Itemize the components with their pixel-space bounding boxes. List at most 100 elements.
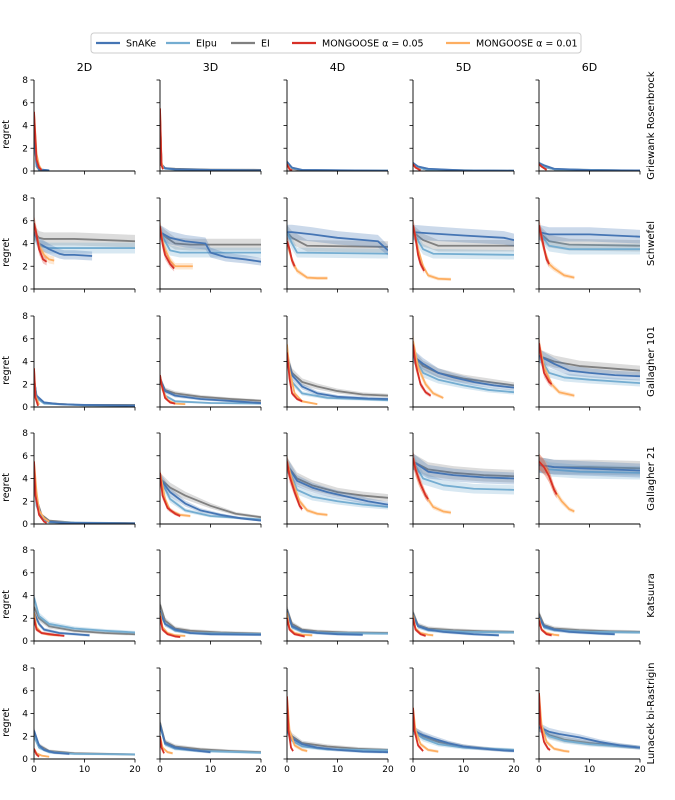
line-ei xyxy=(413,231,514,247)
y-tick-label: 0 xyxy=(22,285,28,295)
y-tick-label: 2 xyxy=(22,497,28,507)
panel-katsuura-6d xyxy=(535,549,641,645)
band-ei xyxy=(287,604,388,635)
series-group xyxy=(539,684,640,754)
line-elpu xyxy=(160,478,261,521)
line-elpu xyxy=(539,355,640,385)
line-m05 xyxy=(413,344,432,397)
line-snake xyxy=(287,161,388,171)
band-snake xyxy=(539,457,640,478)
series-group xyxy=(413,161,514,171)
line-m05 xyxy=(160,472,181,517)
legend-label-ei: EI xyxy=(261,39,270,50)
band-snake xyxy=(34,472,135,524)
series-group xyxy=(287,336,388,406)
band-ei xyxy=(34,374,135,406)
line-elpu xyxy=(413,231,514,256)
series-group xyxy=(34,592,135,638)
band-elpu xyxy=(539,224,640,255)
series-group xyxy=(287,453,388,517)
panel-lunacek-bi-rastrigin-5d: 0 10 20 xyxy=(409,667,520,775)
y-axis-label: regret xyxy=(1,120,12,149)
column-title-2d: 2D xyxy=(77,61,92,74)
legend-item-m05: MONGOOSE α = 0.05 xyxy=(292,39,424,50)
band-ei xyxy=(539,609,640,634)
series-group xyxy=(34,104,50,171)
line-m05 xyxy=(539,460,558,495)
y-tick-label: 0 xyxy=(22,167,28,177)
line-snake xyxy=(539,726,640,749)
y-axis-label: regret xyxy=(1,590,12,619)
line-m05 xyxy=(34,368,39,407)
column-title-5d: 5D xyxy=(456,61,471,74)
line-ei xyxy=(287,231,388,248)
band-elpu xyxy=(413,224,514,260)
line-elpu xyxy=(160,116,261,171)
row-title-gallagher-101: Gallagher 101 xyxy=(646,326,657,397)
y-tick-label: 4 xyxy=(22,122,28,132)
x-tick-label: 20 xyxy=(508,765,520,775)
x-tick-label: 0 xyxy=(536,765,542,775)
band-elpu xyxy=(539,613,640,635)
line-ei xyxy=(413,460,514,478)
series-group xyxy=(413,217,514,282)
line-elpu xyxy=(413,460,514,491)
y-tick-label: 2 xyxy=(22,614,28,624)
band-snake xyxy=(539,349,640,381)
band-snake xyxy=(287,224,388,256)
panel-gallagher-101-6d xyxy=(535,315,641,411)
y-tick-label: 8 xyxy=(22,76,28,86)
y-tick-label: 6 xyxy=(22,452,28,462)
series-group xyxy=(287,604,388,638)
y-tick-label: 6 xyxy=(22,687,28,697)
y-tick-label: 4 xyxy=(22,475,28,485)
panel-griewank-rosenbrock-6d xyxy=(535,79,641,175)
band-m01 xyxy=(539,453,575,514)
y-tick-label: 4 xyxy=(22,358,28,368)
column-title-4d: 4D xyxy=(330,61,345,74)
line-elpu xyxy=(539,726,640,749)
line-ei xyxy=(539,354,640,372)
line-snake xyxy=(539,162,640,171)
line-m05 xyxy=(287,696,294,752)
line-snake xyxy=(34,612,90,637)
panel-katsuura-5d xyxy=(409,549,515,645)
legend-label-snake: SnAKe xyxy=(126,39,156,50)
line-snake xyxy=(539,616,615,636)
row-title-griewank-rosenbrock: Griewank Rosenbrock xyxy=(646,71,657,180)
legend-item-elpu: EIpu xyxy=(166,39,217,50)
y-tick-label: 6 xyxy=(22,99,28,109)
y-tick-label: 8 xyxy=(22,194,28,204)
band-elpu xyxy=(160,472,261,521)
series-group xyxy=(34,726,135,758)
band-snake xyxy=(34,224,93,261)
band-elpu xyxy=(160,224,261,258)
line-m05 xyxy=(539,620,552,637)
y-tick-label: 8 xyxy=(22,429,28,439)
line-m05 xyxy=(413,618,426,637)
line-ei xyxy=(160,604,261,635)
legend-item-m01: MONGOOSE α = 0.01 xyxy=(446,39,578,50)
series-group xyxy=(413,449,514,515)
panel-lunacek-bi-rastrigin-3d: 0 10 20 xyxy=(156,667,267,775)
x-tick-label: 20 xyxy=(634,765,646,775)
series-group xyxy=(160,599,261,639)
y-tick-label: 2 xyxy=(22,144,28,154)
band-elpu xyxy=(34,732,135,756)
x-tick-label: 0 xyxy=(284,765,290,775)
band-elpu xyxy=(539,722,640,750)
line-snake xyxy=(539,355,640,378)
series-group xyxy=(287,160,388,171)
line-snake xyxy=(160,116,261,171)
series-group xyxy=(287,688,388,754)
legend-frame xyxy=(90,32,582,54)
panel-gallagher-21-4d xyxy=(283,432,389,528)
y-tick-label: 4 xyxy=(22,710,28,720)
series-group xyxy=(413,608,514,638)
line-snake xyxy=(160,724,211,754)
series-group xyxy=(160,370,261,406)
line-snake xyxy=(160,231,261,263)
line-snake xyxy=(413,460,514,480)
y-tick-label: 2 xyxy=(22,380,28,390)
line-ei xyxy=(539,231,640,247)
